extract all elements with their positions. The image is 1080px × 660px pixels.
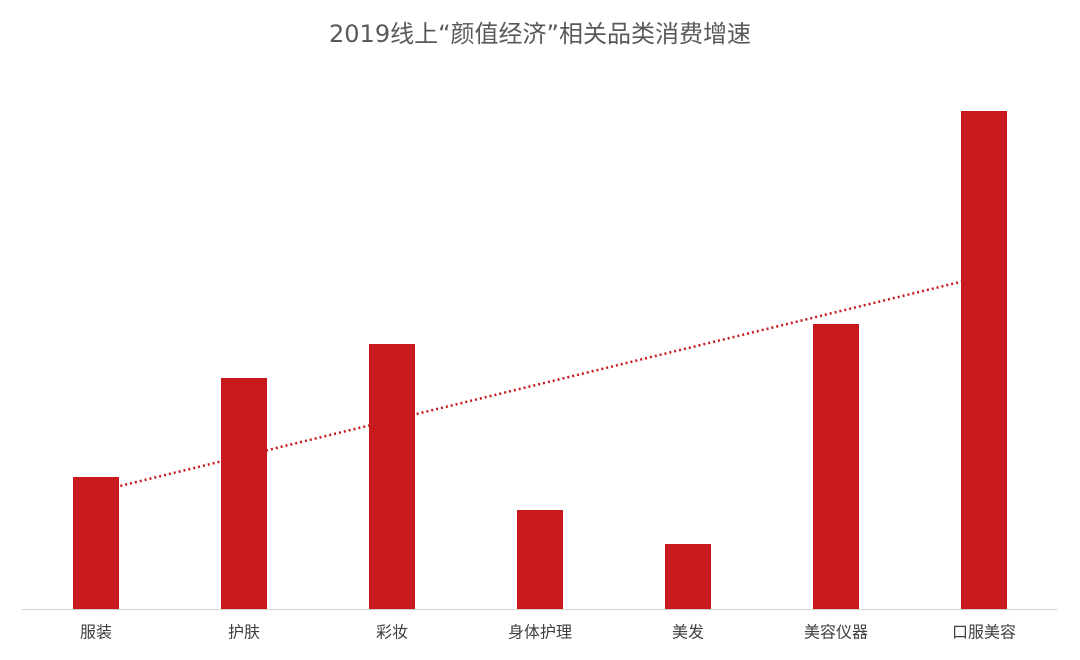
bar	[73, 477, 119, 609]
bar	[369, 344, 415, 609]
bar	[221, 378, 267, 609]
bar	[961, 111, 1007, 609]
x-tick-label: 美发	[672, 623, 704, 642]
bar	[665, 544, 711, 609]
x-tick-label: 美容仪器	[804, 623, 868, 642]
x-tick-label: 彩妆	[376, 623, 408, 642]
x-tick-label: 护肤	[228, 623, 260, 642]
x-tick-label: 身体护理	[508, 623, 572, 642]
x-tick-label: 口服美容	[952, 623, 1016, 642]
x-tick-label: 服装	[80, 623, 112, 642]
chart-title: 2019线上“颜值经济”相关品类消费增速	[329, 20, 751, 48]
bar	[517, 510, 563, 609]
bar	[813, 324, 859, 609]
trendline	[95, 274, 985, 494]
